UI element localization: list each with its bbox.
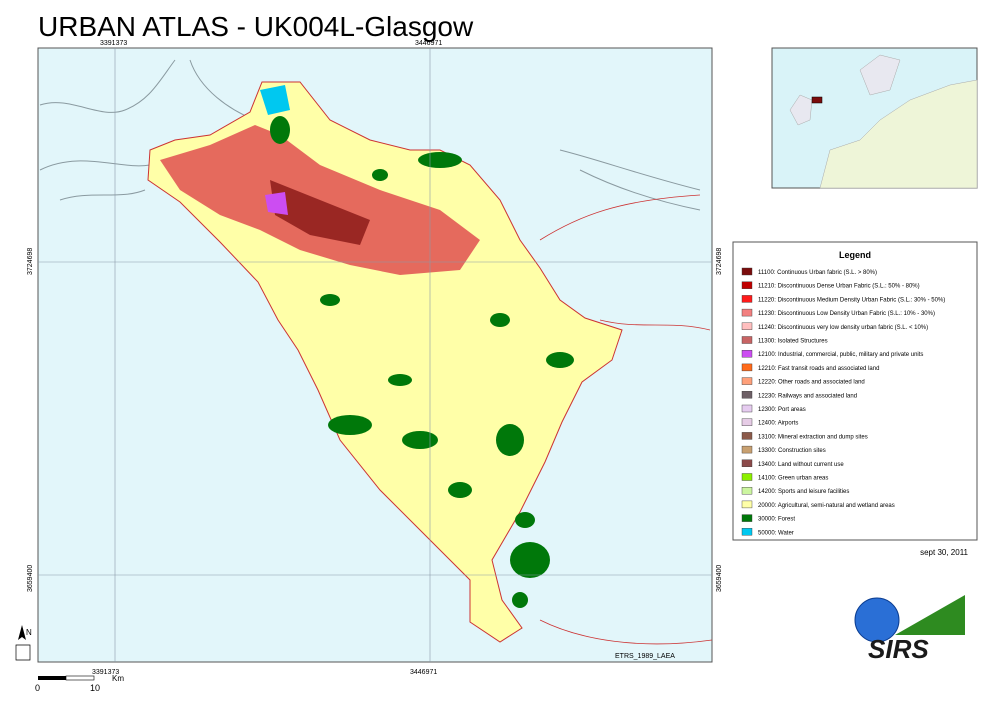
legend-label: 12220: Other roads and associated land [758,380,865,386]
legend-swatch [741,459,753,467]
legend-label: 11230: Discontinuous Low Density Urban F… [758,311,935,317]
north-symbol [15,644,31,661]
legend-label: 11300: Isolated Structures [758,339,828,345]
legend-swatch [741,418,753,426]
boundary-lines [539,194,713,645]
legend-swatch [741,336,753,344]
legend-swatch [741,377,753,385]
north-label: N [26,628,32,637]
coord-label: 3446971 [415,40,442,47]
coord-label: 3659400 [716,565,723,592]
legend-label: 11100: Continuous Urban fabric (S.L. > 8… [758,270,877,276]
inset-land [789,54,901,126]
scale-start: 0 [35,683,40,693]
coord-label: 3724698 [27,248,34,275]
legend-swatch [741,267,753,276]
coord-label: 3391373 [92,669,119,676]
industrial-area [265,192,288,215]
legend-label: 12210: Fast transit roads and associated… [758,366,879,372]
legend-swatch [741,528,753,536]
legend-label: 14100: Green urban areas [758,476,828,482]
legend-box [732,241,978,541]
scale-segment [38,676,66,680]
legend-swatch [741,308,753,317]
legend-swatch [741,445,753,454]
coord-label: 3446971 [410,669,437,676]
legend-label: 12100: Industrial, commercial, public, m… [758,352,923,358]
legend-label: 11220: Discontinuous Medium Density Urba… [758,297,945,303]
inset-land [819,79,978,189]
logo-globe [854,597,900,643]
scale-segment [65,675,95,681]
legend-label: 13300: Construction sites [758,448,826,454]
legend-label: 12400: Airports [758,421,798,427]
legend-swatch [741,514,753,522]
legend-swatch [741,281,753,289]
logo-text: SIRS [868,634,929,664]
legend-title: Legend [839,250,871,260]
legend-label: 30000: Forest [758,517,795,523]
legend-swatch [741,295,753,303]
legend-swatch [741,350,753,358]
scale-unit: Km [112,674,124,683]
legend-swatch [741,404,753,413]
coord-label: 3391373 [100,40,127,47]
north-arrow [18,625,26,640]
scale-end: 10 [90,683,100,693]
legend-label: 13400: Land without current use [758,462,844,468]
coord-label: 3659400 [27,565,34,592]
projection: ETRS_1989_LAEA [615,653,675,660]
legend-swatch [741,500,753,509]
legend-label: 14200: Sports and leisure facilities [758,489,849,495]
legend-swatch [741,487,753,495]
legend-swatch [741,363,753,372]
legend-label: 20000: Agricultural, semi-natural and we… [758,503,895,509]
title: URBAN ATLAS - UK004L-Glasgow [38,11,474,42]
legend-label: 50000: Water [758,530,794,536]
logo-triangle [895,595,965,635]
legend-label: 11240: Discontinuous very low density ur… [758,325,928,331]
legend-swatch [741,432,753,440]
legend-swatch [741,391,753,399]
forest-patches [270,116,574,608]
legend-label: 12230: Railways and associated land [758,393,857,399]
city-centre [270,180,370,245]
graticule [38,48,712,662]
coord-label: 3724698 [716,248,723,275]
legend-swatch [741,322,753,330]
legend-items: 11100: Continuous Urban fabric (S.L. > 8… [741,267,945,536]
legend-label: 11210: Discontinuous Dense Urban Fabric … [758,284,920,290]
legend-swatch [741,473,753,481]
inset-location [811,96,823,104]
date: sept 30, 2011 [920,548,968,557]
reservoir [260,85,290,115]
legend-label: 12300: Port areas [758,407,806,413]
legend-label: 13100: Mineral extraction and dump sites [758,434,868,440]
